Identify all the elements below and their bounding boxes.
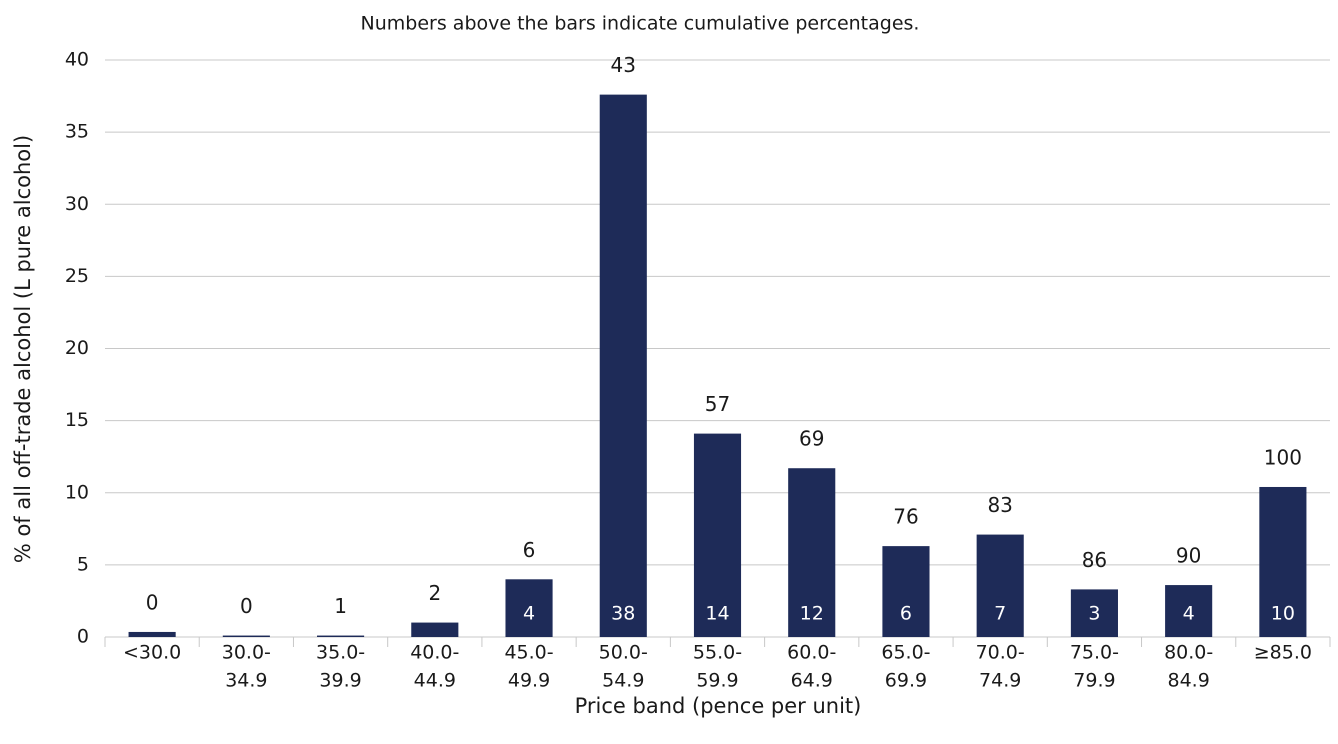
x-tick-label: 79.9 bbox=[1073, 670, 1115, 692]
chart-subtitle: Numbers above the bars indicate cumulati… bbox=[361, 13, 920, 35]
x-tick-label: 54.9 bbox=[602, 670, 644, 692]
y-tick-label: 35 bbox=[65, 121, 89, 143]
cumulative-label: 6 bbox=[523, 538, 536, 562]
value-label: 4 bbox=[1183, 603, 1195, 625]
x-tick-label: 70.0- bbox=[976, 642, 1025, 664]
x-tick-label: 65.0- bbox=[881, 642, 930, 664]
x-tick-label: 84.9 bbox=[1167, 670, 1209, 692]
value-label: 14 bbox=[705, 603, 729, 625]
cumulative-label: 83 bbox=[987, 493, 1012, 517]
value-label: 6 bbox=[900, 603, 912, 625]
y-tick-label: 30 bbox=[65, 193, 89, 215]
x-tick-label: 30.0- bbox=[222, 642, 271, 664]
x-tick-label: 74.9 bbox=[979, 670, 1021, 692]
bar bbox=[976, 534, 1024, 637]
x-tick-label: 49.9 bbox=[508, 670, 550, 692]
y-tick-label: 40 bbox=[65, 49, 89, 71]
x-tick-label: ≥85.0 bbox=[1254, 642, 1312, 664]
bar bbox=[222, 635, 270, 637]
bar bbox=[599, 94, 647, 638]
cumulative-label: 0 bbox=[146, 590, 159, 614]
y-tick-label: 5 bbox=[77, 553, 89, 575]
x-tick-label: 75.0- bbox=[1070, 642, 1119, 664]
cumulative-label: 0 bbox=[240, 594, 253, 618]
bar bbox=[882, 546, 930, 637]
bar bbox=[411, 622, 459, 637]
bar bbox=[693, 433, 742, 637]
x-tick-label: 55.0- bbox=[693, 642, 742, 664]
x-tick-label: 50.0- bbox=[599, 642, 648, 664]
cumulative-label: 1 bbox=[334, 594, 347, 618]
cumulative-label: 43 bbox=[611, 53, 636, 77]
x-tick-label: 60.0- bbox=[787, 642, 836, 664]
y-tick-label: 15 bbox=[65, 409, 89, 431]
value-label: 3 bbox=[1088, 603, 1100, 625]
x-tick-label: 69.9 bbox=[885, 670, 927, 692]
x-tick-label: <30.0 bbox=[123, 642, 181, 664]
x-axis-title: Price band (pence per unit) bbox=[575, 694, 862, 718]
value-label: 4 bbox=[523, 603, 535, 625]
x-tick-label: 45.0- bbox=[504, 642, 553, 664]
x-tick-label: 64.9 bbox=[791, 670, 833, 692]
cumulative-label: 100 bbox=[1264, 445, 1302, 469]
value-label: 38 bbox=[611, 603, 635, 625]
cumulative-label: 90 bbox=[1176, 544, 1201, 568]
y-tick-label: 10 bbox=[65, 481, 89, 503]
x-tick-label: 35.0- bbox=[316, 642, 365, 664]
cumulative-label: 2 bbox=[428, 581, 441, 605]
bar bbox=[788, 468, 836, 637]
value-label: 7 bbox=[994, 603, 1006, 625]
x-tick-label: 34.9 bbox=[225, 670, 267, 692]
bar bbox=[317, 635, 365, 637]
x-tick-label: 44.9 bbox=[414, 670, 456, 692]
bar bbox=[1165, 585, 1213, 637]
value-label: 10 bbox=[1271, 603, 1295, 625]
x-tick-label: 80.0- bbox=[1164, 642, 1213, 664]
bar bbox=[128, 631, 176, 637]
y-tick-label: 25 bbox=[65, 265, 89, 287]
cumulative-label: 69 bbox=[799, 427, 824, 451]
x-tick-label: 40.0- bbox=[410, 642, 459, 664]
y-tick-label: 0 bbox=[77, 626, 89, 648]
bar bbox=[505, 579, 553, 637]
x-tick-label: 59.9 bbox=[696, 670, 738, 692]
bar bbox=[1070, 589, 1118, 637]
y-axis-title: % of all off-trade alcohol (L pure alcoh… bbox=[11, 135, 35, 563]
cumulative-label: 57 bbox=[705, 392, 730, 416]
x-tick-label: 39.9 bbox=[319, 670, 361, 692]
cumulative-label: 86 bbox=[1082, 548, 1107, 572]
cumulative-label: 76 bbox=[893, 505, 918, 529]
bar bbox=[1259, 486, 1307, 637]
value-label: 12 bbox=[800, 603, 824, 625]
y-tick-label: 20 bbox=[65, 337, 89, 359]
